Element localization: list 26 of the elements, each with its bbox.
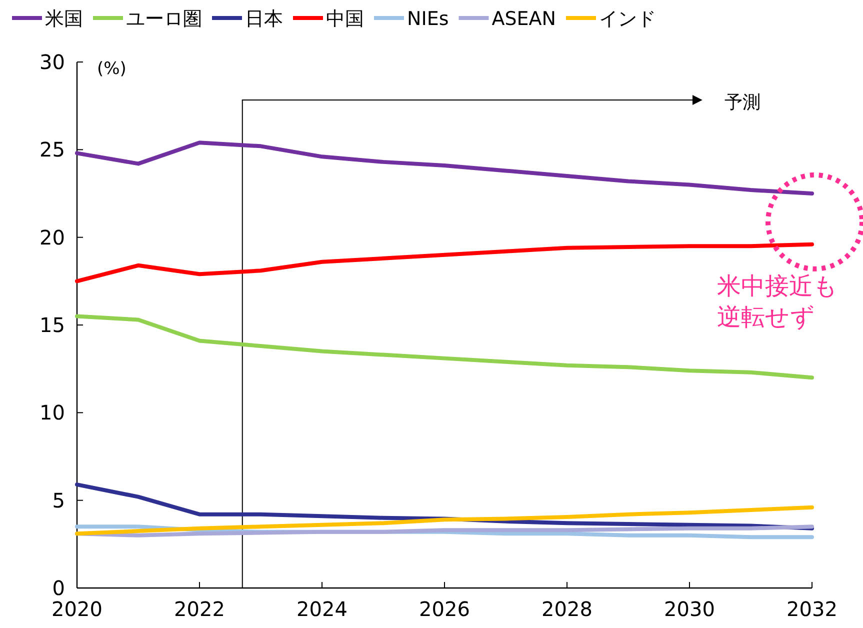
- legend-label: NIEs: [407, 8, 449, 30]
- y-tick-label: 20: [40, 225, 65, 250]
- x-tick-label: 2020: [52, 597, 102, 621]
- x-tick-label: 2026: [419, 597, 470, 621]
- legend-label: インド: [599, 8, 656, 30]
- x-tick-label: 2022: [174, 597, 225, 621]
- x-tick-label: 2028: [542, 597, 592, 621]
- y-tick-label: 30: [40, 50, 65, 74]
- y-tick-label: 5: [52, 488, 65, 512]
- x-tick-label: 2032: [786, 597, 838, 621]
- x-tick-label: 2024: [296, 597, 348, 621]
- line-series: [75, 140, 814, 196]
- annotation: 米中接近も逆転せず: [717, 272, 838, 331]
- legend-label: 米国: [45, 8, 83, 30]
- x-tick-label: 2030: [664, 597, 715, 621]
- legend-label: ASEAN: [492, 8, 556, 30]
- y-tick-label: 25: [40, 138, 65, 162]
- y-tick-label: 10: [40, 400, 65, 425]
- legend-label: ユーロ圏: [126, 8, 202, 30]
- y-tick-label: 15: [40, 313, 65, 337]
- y-tick-label: 0: [52, 576, 65, 600]
- line-series: [75, 505, 814, 536]
- legend-label: 日本: [245, 8, 283, 30]
- legend-label: 中国: [326, 8, 364, 30]
- ref-line-label: 予測: [724, 92, 760, 113]
- y-axis-title: (%): [97, 59, 126, 79]
